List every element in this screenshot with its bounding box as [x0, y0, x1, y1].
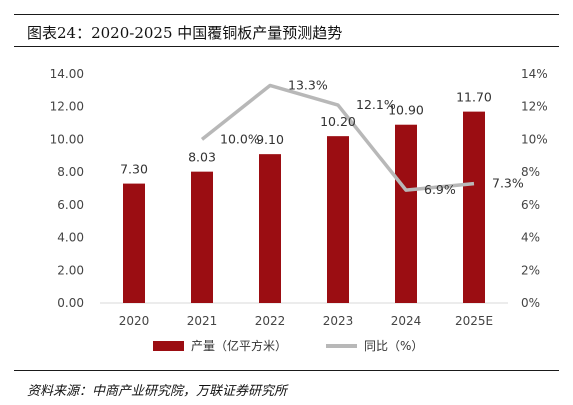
x-tick-label: 2020: [119, 314, 150, 328]
y-left-tick-label: 4.00: [57, 231, 84, 245]
y-right-tick-label: 6%: [521, 198, 540, 212]
legend-label-bar: 产量（亿平方米）: [191, 338, 287, 353]
x-tick-label: 2021: [187, 314, 218, 328]
title-rule: [14, 46, 559, 47]
line-data-label: 12.1%: [356, 97, 396, 112]
y-left-tick-label: 0.00: [57, 296, 84, 310]
x-tick-label: 2024: [391, 314, 422, 328]
legend-label-line: 同比（%）: [364, 339, 423, 353]
x-tick-label: 2022: [255, 314, 286, 328]
bar: [191, 171, 213, 303]
y-left-tick-label: 10.00: [50, 132, 84, 146]
y-right-tick-label: 0%: [521, 296, 540, 310]
y-right-tick-label: 10%: [521, 132, 548, 146]
bar: [123, 183, 145, 303]
bar: [259, 154, 281, 303]
y-right-tick-label: 14%: [521, 67, 548, 81]
line-data-label: 13.3%: [288, 77, 328, 92]
y-left-tick-label: 2.00: [57, 263, 84, 277]
chart-title: 图表24：2020-2025 中国覆铜板产量预测趋势: [27, 24, 343, 42]
y-left-tick-label: 14.00: [50, 67, 84, 81]
legend-swatch-bar: [153, 341, 184, 351]
bar-data-label: 8.03: [188, 150, 216, 165]
bar: [395, 124, 417, 303]
line-data-label: 6.9%: [424, 182, 456, 197]
y-left-tick-label: 6.00: [57, 198, 84, 212]
x-tick-label: 2025E: [455, 314, 493, 328]
bar-data-label: 10.20: [320, 114, 356, 129]
source-note: 资料来源：中商产业研究院，万联证券研究所: [27, 384, 288, 399]
y-right-tick-label: 2%: [521, 263, 540, 277]
line-data-label: 10.0%: [220, 131, 260, 146]
y-right-tick-label: 8%: [521, 165, 540, 179]
bar: [463, 111, 485, 303]
x-tick-label: 2023: [323, 314, 354, 328]
y-right-tick-label: 4%: [521, 231, 540, 245]
bar-data-label: 7.30: [120, 162, 148, 177]
series-line: [200, 83, 475, 192]
line-data-label: 7.3%: [492, 176, 524, 191]
y-left-tick-label: 12.00: [50, 100, 84, 114]
bar-data-label: 10.90: [388, 103, 424, 118]
top-rule: [14, 14, 559, 15]
y-right-tick-label: 12%: [521, 100, 548, 114]
y-left-tick-label: 8.00: [57, 165, 84, 179]
bottom-rule: [14, 370, 559, 371]
bar: [327, 136, 349, 303]
bar-data-label: 11.70: [456, 90, 492, 105]
bar-data-label: 9.10: [256, 132, 284, 147]
